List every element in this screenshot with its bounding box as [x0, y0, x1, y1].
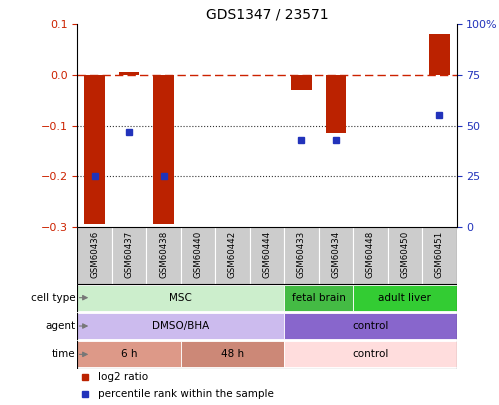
Text: time: time [52, 350, 76, 359]
Bar [325, 75, 346, 133]
Bar [77, 341, 181, 367]
Bar [153, 75, 174, 224]
Text: fetal brain: fetal brain [292, 293, 346, 303]
Bar [284, 285, 353, 311]
Text: 48 h: 48 h [221, 350, 244, 359]
Bar [250, 227, 284, 284]
Text: log2 ratio: log2 ratio [98, 372, 148, 382]
Bar [284, 313, 457, 339]
Bar [146, 227, 181, 284]
Bar [181, 341, 284, 367]
Bar [429, 34, 450, 75]
Title: GDS1347 / 23571: GDS1347 / 23571 [206, 8, 328, 22]
Text: control: control [352, 350, 389, 359]
Bar [284, 227, 319, 284]
Text: GSM60434: GSM60434 [331, 230, 340, 278]
Bar [291, 75, 312, 90]
Text: GSM60437: GSM60437 [125, 230, 134, 278]
Text: GSM60448: GSM60448 [366, 230, 375, 278]
Bar [119, 72, 139, 75]
Bar [422, 227, 457, 284]
Bar [284, 341, 457, 367]
Text: GSM60444: GSM60444 [262, 230, 271, 278]
Bar [353, 285, 457, 311]
Text: percentile rank within the sample: percentile rank within the sample [98, 389, 274, 399]
Bar [84, 75, 105, 224]
Text: adult liver: adult liver [378, 293, 431, 303]
Bar [112, 227, 146, 284]
Bar [77, 285, 284, 311]
Text: GSM60440: GSM60440 [194, 230, 203, 278]
Text: cell type: cell type [31, 293, 76, 303]
Bar [215, 227, 250, 284]
Text: GSM60436: GSM60436 [90, 230, 99, 278]
Text: GSM60438: GSM60438 [159, 230, 168, 278]
Text: 6 h: 6 h [121, 350, 137, 359]
Bar [181, 227, 215, 284]
Bar [77, 313, 284, 339]
Text: DMSO/BHA: DMSO/BHA [152, 321, 210, 331]
Text: GSM60442: GSM60442 [228, 230, 237, 278]
Bar [388, 227, 422, 284]
Text: MSC: MSC [169, 293, 192, 303]
Text: GSM60451: GSM60451 [435, 230, 444, 278]
Text: agent: agent [45, 321, 76, 331]
Bar [77, 227, 112, 284]
Text: GSM60433: GSM60433 [297, 230, 306, 278]
Bar [353, 227, 388, 284]
Text: control: control [352, 321, 389, 331]
Text: GSM60450: GSM60450 [400, 230, 409, 278]
Bar [319, 227, 353, 284]
